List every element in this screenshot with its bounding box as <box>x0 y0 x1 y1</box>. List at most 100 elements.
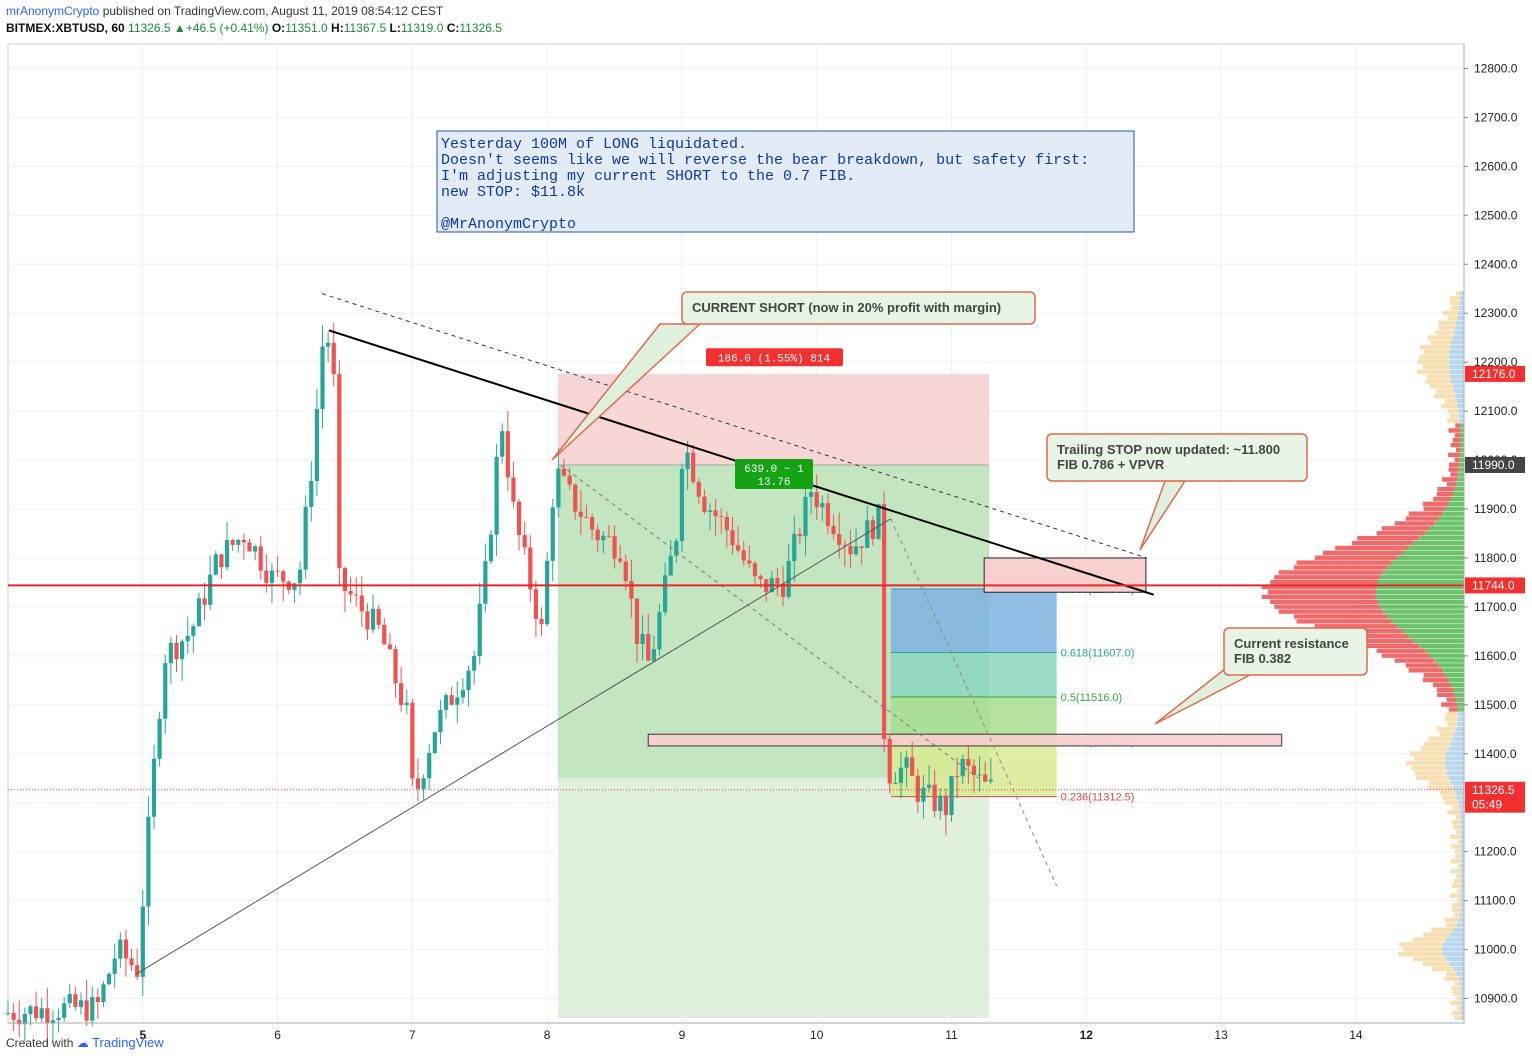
candle <box>415 758 421 802</box>
x-axis-label: 14 <box>1349 1028 1363 1042</box>
y-axis-label: 12500.0 <box>1474 208 1518 222</box>
candle <box>618 544 623 564</box>
candle <box>56 1008 61 1033</box>
volume-bar-buy <box>1448 746 1464 751</box>
candle-body <box>528 547 533 590</box>
volume-bar-sell <box>1456 447 1461 453</box>
candle <box>320 325 325 429</box>
callout-resistance-text-2: FIB 0.382 <box>1234 651 1291 666</box>
candle <box>803 481 808 556</box>
y-axis-label: 12200.0 <box>1474 355 1518 369</box>
candle <box>820 495 825 522</box>
volume-bar-buy <box>1379 604 1464 609</box>
candle-body <box>56 1017 61 1021</box>
y-axis-label: 12400.0 <box>1474 257 1518 271</box>
volume-bar-sell <box>1452 805 1460 810</box>
candle <box>258 535 263 580</box>
volume-bar-sell <box>1455 291 1461 296</box>
volume-bar-sell <box>1452 438 1461 443</box>
close-label: C: <box>446 21 460 35</box>
volume-bar-sell <box>1357 643 1420 649</box>
candle-body <box>73 994 78 1007</box>
volume-bar-sell <box>1402 947 1442 952</box>
tradingview-brand[interactable]: TradingView <box>92 1035 164 1050</box>
volume-bar-sell <box>1444 717 1458 722</box>
candle <box>910 741 915 777</box>
candle <box>449 686 454 706</box>
candle <box>112 943 117 989</box>
candle <box>275 556 280 578</box>
candle <box>814 474 819 520</box>
y-axis-label: 12100.0 <box>1474 404 1518 418</box>
candle-body <box>505 431 510 478</box>
volume-bar-buy <box>1419 535 1464 541</box>
volume-bar-sell <box>1447 408 1459 414</box>
volume-bar-buy <box>1445 756 1464 761</box>
candle-body <box>185 635 190 642</box>
candle-body <box>803 496 808 537</box>
candle-body <box>741 550 746 561</box>
candle-body <box>921 787 926 802</box>
volume-bar-buy <box>1457 707 1464 712</box>
candle <box>432 731 437 755</box>
candle-body <box>825 503 831 526</box>
candle <box>106 971 112 986</box>
volume-bar-sell <box>1420 746 1449 751</box>
candle <box>842 539 847 567</box>
volume-bar-sell <box>1398 952 1443 957</box>
candle-body <box>848 545 853 555</box>
volume-bar-sell <box>1451 986 1461 991</box>
candle-body <box>258 546 263 571</box>
candle-body <box>859 546 864 548</box>
price-label-bg <box>1465 796 1525 813</box>
candle-body <box>646 634 651 661</box>
volume-bar-sell <box>1452 907 1461 913</box>
volume-bar-buy <box>1445 506 1464 511</box>
volume-bar-sell <box>1453 824 1461 830</box>
candle <box>269 563 275 604</box>
candle-body <box>702 496 707 513</box>
y-axis-label: 12300.0 <box>1474 306 1518 320</box>
candle-body <box>882 504 887 739</box>
note-box <box>436 130 1135 233</box>
candle-body <box>191 626 196 636</box>
volume-bar-buy <box>1460 423 1464 428</box>
candle <box>45 987 50 1045</box>
volume-bar-buy <box>1460 291 1464 296</box>
volume-bar-sell <box>1454 1015 1461 1021</box>
volume-bar-buy <box>1460 452 1464 458</box>
y-axis-label: 10900.0 <box>1474 992 1518 1006</box>
volume-bar-buy <box>1460 907 1464 913</box>
volume-bar-sell <box>1449 296 1461 301</box>
candle-body <box>45 1008 50 1023</box>
volume-bar-buy <box>1419 643 1464 649</box>
volume-bar-buy <box>1450 741 1464 746</box>
candle <box>724 511 729 548</box>
volume-bar-sell <box>1449 893 1461 898</box>
volume-bar-buy <box>1442 942 1464 947</box>
price-label-bg <box>1465 456 1525 473</box>
author-link[interactable]: mrAnonymCrypto <box>6 4 100 18</box>
candle <box>853 527 859 557</box>
volume-bar-buy <box>1450 345 1464 350</box>
symbol-name[interactable]: BITMEX:XBTUSD, 60 <box>6 21 125 35</box>
candle-body <box>359 595 364 612</box>
candle <box>62 997 67 1022</box>
candle <box>326 331 331 363</box>
candle-body <box>500 431 505 457</box>
volume-bar-buy <box>1456 795 1464 800</box>
volume-bar-sell <box>1454 912 1461 918</box>
candle <box>185 616 190 655</box>
volume-bar-buy <box>1460 442 1464 448</box>
volume-bar-buy <box>1397 624 1464 629</box>
volume-bar-sell <box>1450 834 1461 839</box>
volume-bar-buy <box>1391 619 1464 624</box>
volume-bar-sell <box>1405 516 1439 521</box>
candle-body <box>281 571 286 582</box>
candle <box>342 566 348 613</box>
volume-bar-buy <box>1460 849 1464 854</box>
candle <box>859 546 864 565</box>
candle-body <box>983 774 988 782</box>
volume-bar-buy <box>1457 315 1464 321</box>
